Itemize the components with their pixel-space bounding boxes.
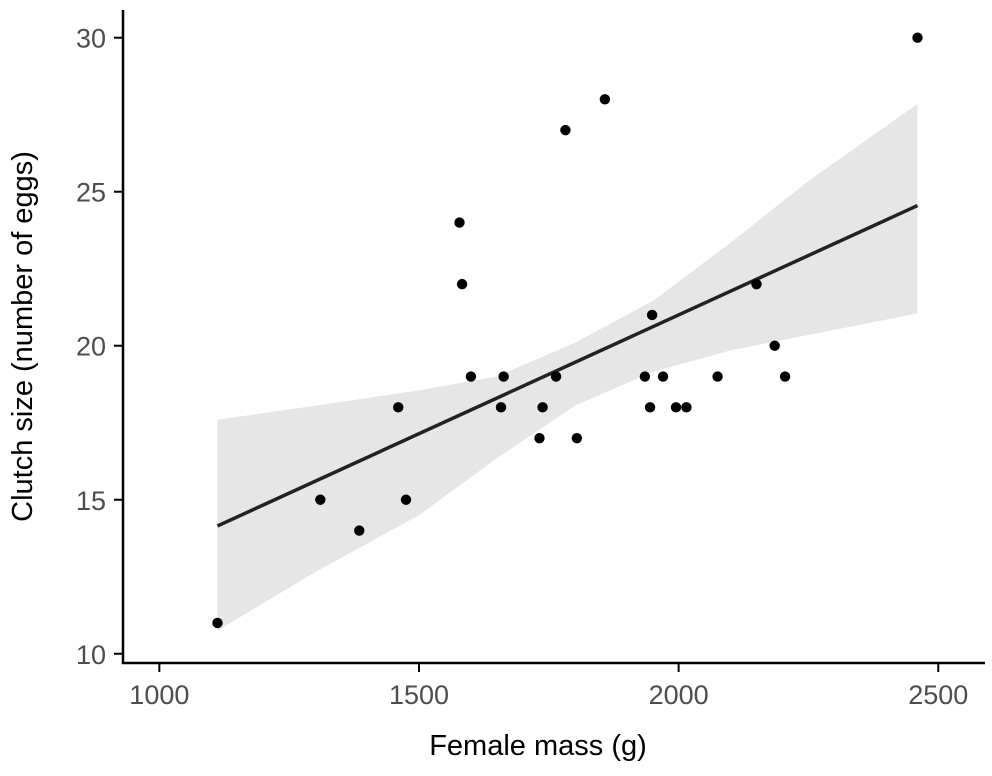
data-point [393,402,404,413]
y-tick-label: 10 [76,640,106,670]
data-point [498,371,509,382]
x-tick-label: 2500 [908,680,968,710]
y-tick-label: 30 [76,24,106,54]
y-axis-title: Clutch size (number of eggs) [7,151,39,522]
x-tick-label: 1000 [129,680,189,710]
data-point [670,402,682,413]
data-point [712,371,723,382]
data-point [571,432,583,444]
data-point [537,402,548,413]
axes-layer: 1000 1500 2000 2500 10 15 20 25 30 [76,10,985,710]
x-axis-title: Female mass (g) [429,730,647,762]
data-point [315,494,326,505]
x-tick-label: 1500 [389,680,449,710]
y-tick-label: 25 [76,178,106,208]
data-point [657,371,669,382]
data-point [599,94,611,105]
data-point [454,217,465,228]
fit-line [216,204,919,528]
data-point [534,432,545,444]
data-point [550,371,562,382]
data-point [354,525,365,536]
data-point [646,309,658,321]
data-point [639,371,651,382]
points-layer [212,32,923,629]
fit-line-layer [216,204,919,528]
y-tick-label: 15 [76,486,106,516]
data-point [769,340,780,351]
data-point [751,278,762,290]
data-point [400,494,412,505]
data-point [912,32,923,43]
x-tick-label: 2000 [649,680,709,710]
data-point [560,124,571,136]
y-tick-label: 20 [76,332,106,362]
data-point [644,402,656,413]
data-point [779,371,791,382]
data-point [681,402,692,413]
data-point [456,278,468,290]
data-point [495,402,507,413]
data-point [212,617,223,629]
data-point [465,371,477,382]
